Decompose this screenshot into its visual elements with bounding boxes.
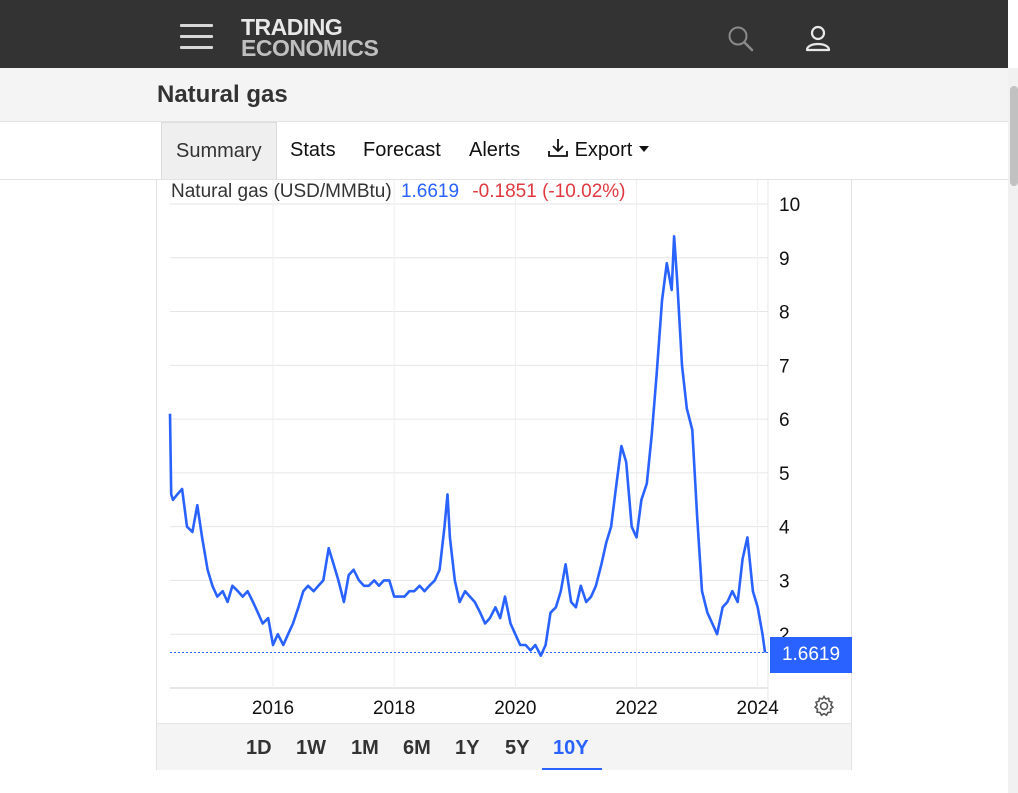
page-title-bar: Natural gas xyxy=(0,68,1008,122)
tab-export[interactable]: Export xyxy=(547,122,650,179)
page-scrollbar[interactable] xyxy=(1008,68,1018,793)
brand-line-2: ECONOMICS xyxy=(241,35,379,61)
range-5y[interactable]: 5Y xyxy=(505,737,530,759)
series-price: 1.6619 xyxy=(400,181,460,202)
range-selected-indicator xyxy=(542,768,602,770)
range-1m[interactable]: 1M xyxy=(351,737,379,759)
range-selector: 1D 1W 1M 6M 1Y 5Y 10Y xyxy=(157,723,851,770)
brand-logo[interactable]: TRADING ECONOMICS xyxy=(241,14,379,61)
chart-legend: Natural gas (USD/MMBtu) 1.6619 -0.1851 (… xyxy=(171,181,626,203)
download-icon xyxy=(548,139,568,157)
range-1d[interactable]: 1D xyxy=(246,737,272,759)
range-1w[interactable]: 1W xyxy=(296,737,326,759)
page-scrollbar-thumb[interactable] xyxy=(1010,86,1018,186)
brand-line-1: TRADING xyxy=(241,14,343,40)
gear-icon[interactable] xyxy=(812,694,836,718)
top-navigation-bar: TRADING ECONOMICS xyxy=(0,0,1008,68)
range-6m[interactable]: 6M xyxy=(403,737,431,759)
range-1y[interactable]: 1Y xyxy=(455,737,480,759)
range-10y[interactable]: 10Y xyxy=(553,737,589,759)
caret-down-icon xyxy=(638,146,649,152)
search-icon[interactable] xyxy=(726,24,756,54)
page-title: Natural gas xyxy=(157,81,288,108)
user-account-icon[interactable] xyxy=(803,24,833,54)
tab-stats[interactable]: Stats xyxy=(290,139,336,161)
last-price-label: 1.6619 xyxy=(770,637,852,673)
series-name: Natural gas (USD/MMBtu) xyxy=(171,181,392,202)
tab-export-label: Export xyxy=(574,139,633,161)
tab-forecast[interactable]: Forecast xyxy=(363,139,441,161)
tab-bar: Summary Stats Forecast Alerts Export xyxy=(0,122,1008,180)
series-change: -0.1851 (-10.02%) xyxy=(472,181,626,202)
hamburger-menu-icon[interactable] xyxy=(180,24,213,50)
tab-summary[interactable]: Summary xyxy=(161,122,277,179)
chart-card xyxy=(156,180,852,770)
tab-alerts[interactable]: Alerts xyxy=(469,139,521,161)
